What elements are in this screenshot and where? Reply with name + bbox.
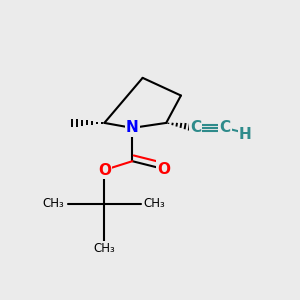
Text: CH₃: CH₃: [94, 242, 115, 255]
Text: N: N: [126, 120, 139, 135]
Text: C: C: [220, 120, 231, 135]
Text: H: H: [239, 127, 251, 142]
Text: CH₃: CH₃: [43, 197, 64, 210]
Text: CH₃: CH₃: [143, 197, 165, 210]
Text: O: O: [98, 163, 111, 178]
Text: O: O: [158, 162, 171, 177]
Text: C: C: [190, 120, 201, 135]
